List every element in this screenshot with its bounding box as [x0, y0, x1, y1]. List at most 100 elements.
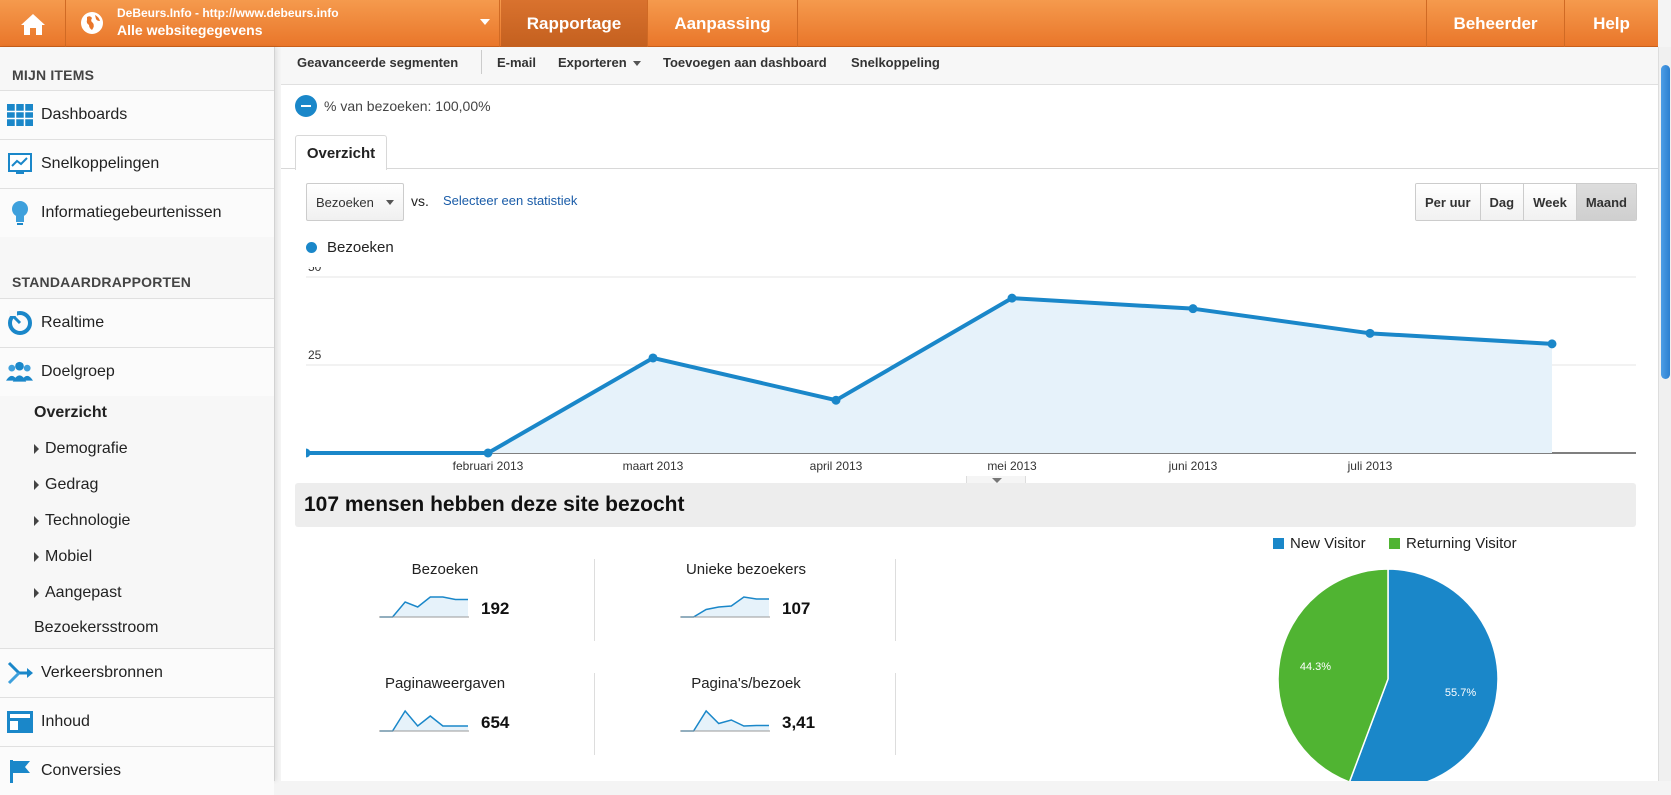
period-week[interactable]: Week — [1524, 184, 1577, 220]
flag-icon — [6, 758, 33, 785]
metric-select[interactable]: Bezoeken — [306, 183, 404, 221]
summary-headline: 107 mensen hebben deze site bezocht — [295, 483, 1636, 527]
data-point[interactable] — [831, 395, 841, 405]
email-button[interactable]: E-mail — [497, 55, 537, 70]
account-url: DeBeurs.Info - http://www.debeurs.info — [117, 6, 339, 20]
section-title-my-items: MIJN ITEMS — [12, 67, 95, 83]
sidebar-subitem-bezoekersstroom[interactable]: Bezoekersstroom — [34, 619, 159, 636]
report-tabbar: Overzicht — [281, 135, 1658, 170]
data-point[interactable] — [1188, 304, 1198, 314]
subitem-label: Demografie — [45, 440, 128, 457]
data-point[interactable] — [483, 448, 493, 458]
sidebar-item-label: Inhoud — [41, 713, 90, 730]
scrollbar[interactable] — [1658, 47, 1671, 781]
vs-label: vs. — [411, 193, 429, 209]
sidebar-item-realtime[interactable]: Realtime — [0, 298, 274, 347]
tab-aanpassing[interactable]: Aanpassing — [648, 0, 798, 47]
data-point[interactable] — [1007, 293, 1017, 303]
select-metric-link[interactable]: Selecteer een statistiek — [443, 193, 578, 208]
stat-name: Bezoeken — [411, 561, 479, 578]
y-tick-label: 25 — [308, 348, 322, 362]
sidebar-subitem-gedrag[interactable]: Gedrag — [34, 476, 98, 494]
main-content: Geavanceerde segmenten E-mail Exporteren… — [281, 47, 1658, 781]
sidebar-item-informatiegebeurtenissen[interactable]: Informatiegebeurtenissen — [0, 188, 274, 237]
grid-icon — [6, 102, 33, 129]
pie-legend-new[interactable]: New Visitor — [1273, 535, 1366, 552]
data-point[interactable] — [301, 448, 311, 458]
sidebar-item-inhoud[interactable]: Inhoud — [0, 697, 274, 746]
period-per-uur[interactable]: Per uur — [1416, 184, 1481, 220]
stat-divider — [594, 673, 595, 755]
tab-rapportage[interactable]: Rapportage — [501, 0, 648, 47]
pie-chart: 55.7% 44.3% — [1277, 568, 1499, 781]
sidebar-item-dashboards[interactable]: Dashboards — [0, 90, 274, 139]
sidebar-item-snelkoppelingen[interactable]: Snelkoppelingen — [0, 139, 274, 188]
x-tick-label: juni 2013 — [1168, 459, 1218, 473]
sidebar-item-label: Realtime — [41, 314, 105, 331]
pie-slice[interactable] — [1277, 568, 1389, 781]
chevron-down-icon — [386, 200, 394, 205]
account-selector[interactable]: DeBeurs.Info - http://www.debeurs.info A… — [66, 0, 500, 47]
sidebar-item-label: Dashboards — [41, 106, 128, 123]
stat-name: Pagina's/bezoek — [691, 675, 801, 692]
sparkline-line — [380, 596, 468, 618]
shortcut-button[interactable]: Snelkoppeling — [851, 55, 940, 70]
report-toolbar: Geavanceerde segmenten E-mail Exporteren… — [281, 47, 1658, 85]
series-line — [306, 296, 1553, 455]
sparkline — [680, 709, 770, 732]
tab-help[interactable]: Help — [1593, 13, 1630, 33]
sidebar-item-verkeersbronnen[interactable]: Verkeersbronnen — [0, 648, 274, 697]
period-dag[interactable]: Dag — [1480, 184, 1525, 220]
sidebar-subitem-overzicht[interactable]: Overzicht — [34, 404, 107, 421]
period-maand[interactable]: Maand — [1576, 184, 1636, 220]
pie-slice[interactable] — [1349, 568, 1499, 781]
tab-beheerder[interactable]: Beheerder — [1426, 0, 1565, 47]
sidebar-item-conversies[interactable]: Conversies — [0, 746, 274, 795]
sidebar-subitem-mobiel[interactable]: Mobiel — [34, 548, 92, 566]
sidebar-subitem-demografie[interactable]: Demografie — [34, 440, 128, 458]
stat-unieke-bezoekers[interactable]: Unieke bezoekers 107 — [606, 557, 906, 643]
expand-arrow-icon — [34, 588, 39, 598]
globe-icon — [81, 12, 103, 34]
data-point[interactable] — [648, 353, 658, 363]
home-icon — [20, 13, 45, 35]
stat-paginas-per-bezoek[interactable]: Pagina's/bezoek 3,41 — [606, 671, 906, 757]
tab-overzicht[interactable]: Overzicht — [295, 135, 387, 170]
data-point[interactable] — [1547, 339, 1557, 349]
home-button[interactable] — [0, 0, 66, 47]
stat-bezoeken[interactable]: Bezoeken 192 — [305, 557, 605, 643]
legend-label: Bezoeken — [327, 239, 394, 256]
export-button[interactable]: Exporteren — [558, 47, 641, 85]
stat-value: 107 — [782, 599, 811, 618]
stat-name: Paginaweergaven — [384, 675, 506, 692]
property-name: Alle websitegegevens — [117, 22, 263, 38]
sidebar-subitem-technologie[interactable]: Technologie — [34, 512, 130, 530]
sidebar-item-label: Informatiegebeurtenissen — [41, 204, 222, 221]
x-tick-label: februari 2013 — [453, 459, 524, 473]
sparkline-line — [681, 596, 769, 618]
scrollbar-thumb[interactable] — [1661, 65, 1670, 379]
expand-arrow-icon — [34, 552, 39, 562]
top-bar: DeBeurs.Info - http://www.debeurs.info A… — [0, 0, 1658, 47]
add-to-dashboard-button[interactable]: Toevoegen aan dashboard — [663, 55, 827, 70]
stat-paginaweergaven[interactable]: Paginaweergaven 654 — [305, 671, 605, 757]
stat-divider — [895, 673, 896, 755]
sidebar-item-label: Conversies — [41, 762, 122, 779]
data-point[interactable] — [1365, 328, 1375, 338]
stat-divider — [895, 559, 896, 641]
sidebar: MIJN ITEMS Dashboards Snelkoppelingen In… — [0, 47, 275, 795]
sparkline-line — [380, 709, 468, 732]
segment-indicator[interactable]: % van bezoeken: 100,00% — [295, 95, 491, 117]
export-label: Exporteren — [558, 55, 627, 70]
chart-legend: Bezoeken — [306, 239, 394, 256]
pie-slice-label: 55.7% — [1445, 687, 1476, 699]
sidebar-item-doelgroep[interactable]: Doelgroep — [0, 347, 274, 396]
subitem-label: Mobiel — [45, 548, 93, 565]
subitem-label: Technologie — [45, 512, 131, 529]
sidebar-subitem-aangepast[interactable]: Aangepast — [34, 584, 122, 602]
pie-legend-returning[interactable]: Returning Visitor — [1389, 535, 1517, 552]
lightbulb-icon — [6, 200, 33, 227]
expand-arrow-icon — [34, 444, 39, 454]
legend-dot — [306, 242, 317, 253]
advanced-segments-button[interactable]: Geavanceerde segmenten — [297, 55, 459, 70]
